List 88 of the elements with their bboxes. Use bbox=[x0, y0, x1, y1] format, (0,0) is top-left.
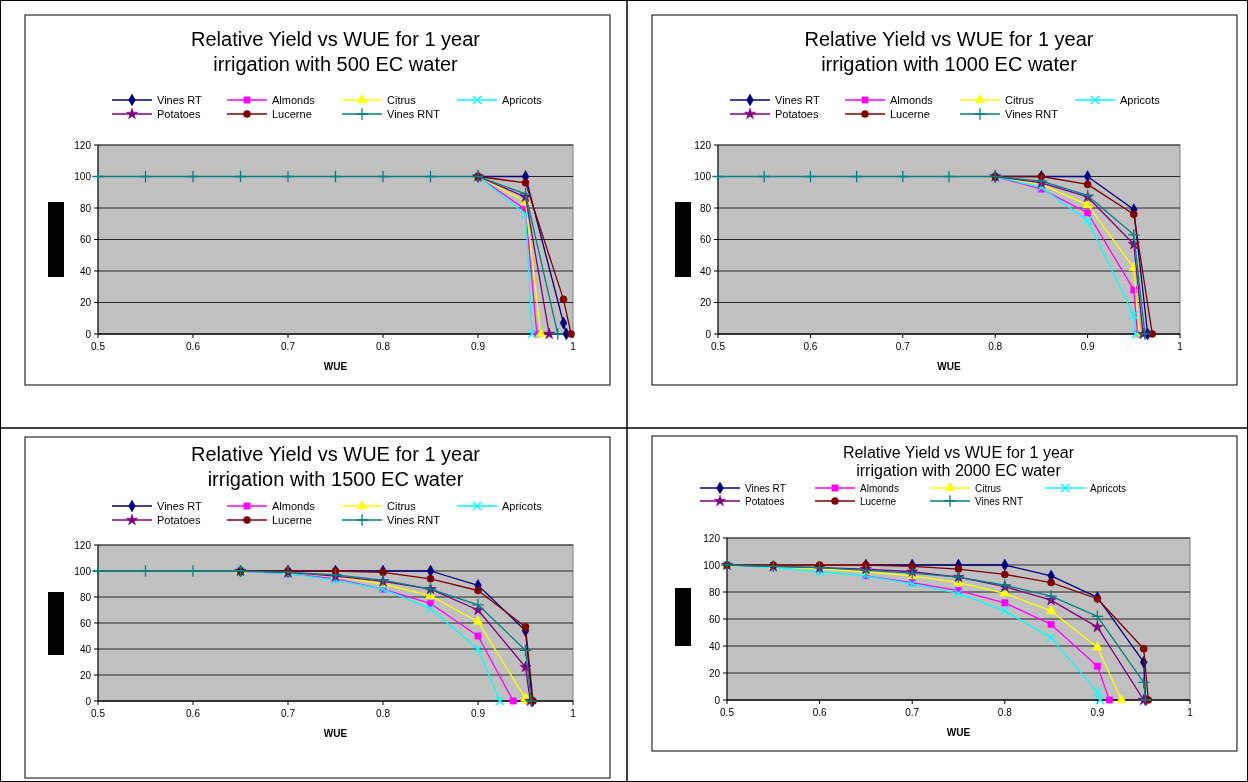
legend-label: Citrus bbox=[975, 483, 1002, 494]
legend-label: Vines RT bbox=[775, 94, 821, 106]
legend-label: Vines RNT bbox=[1005, 108, 1059, 120]
y-tick-label: 20 bbox=[708, 667, 721, 679]
y-tick-label: 120 bbox=[694, 139, 712, 151]
y-tick-label: 0 bbox=[85, 695, 92, 707]
x-tick-label: 1 bbox=[1177, 341, 1184, 352]
legend-label: Citrus bbox=[387, 94, 417, 106]
x-tick-label: 0.5 bbox=[91, 341, 106, 352]
y-tick-label: 0 bbox=[85, 328, 92, 340]
x-tick-label: 1 bbox=[1187, 707, 1194, 718]
x-axis-title: WUE bbox=[937, 361, 961, 372]
x-tick-label: 1 bbox=[570, 341, 577, 352]
y-tick-label: 20 bbox=[699, 297, 712, 308]
legend-label: Almonds bbox=[272, 94, 316, 106]
y-tick-label: 0 bbox=[705, 328, 712, 340]
x-axis-title: WUE bbox=[946, 727, 971, 738]
x-tick-label: 0.7 bbox=[905, 707, 920, 718]
y-tick-label: 60 bbox=[79, 617, 92, 629]
x-tick-label: 0.8 bbox=[376, 708, 391, 719]
y-tick-label: 60 bbox=[699, 234, 712, 245]
y-tick-label: 100 bbox=[703, 559, 721, 571]
x-tick-label: 0.6 bbox=[186, 341, 201, 352]
y-tick-label: 0 bbox=[714, 694, 721, 706]
legend-label: Lucerne bbox=[272, 108, 312, 120]
y-tick-label: 20 bbox=[79, 669, 92, 681]
y-tick-label: 20 bbox=[79, 297, 92, 308]
x-tick-label: 0.8 bbox=[997, 707, 1013, 718]
legend-label: Citrus bbox=[387, 500, 417, 512]
x-tick-label: 0.7 bbox=[281, 341, 296, 352]
y-tick-label: 120 bbox=[74, 139, 92, 151]
x-tick-label: 0.7 bbox=[281, 708, 296, 719]
x-tick-label: 0.5 bbox=[720, 707, 735, 718]
y-tick-label: 60 bbox=[708, 613, 721, 625]
x-tick-label: 0.6 bbox=[812, 707, 827, 718]
legend-label: Almonds bbox=[272, 500, 316, 512]
legend-label: Apricots bbox=[502, 500, 543, 512]
y-tick-label: 120 bbox=[74, 539, 92, 551]
x-tick-label: 1 bbox=[570, 708, 577, 719]
x-tick-label: 0.8 bbox=[376, 341, 391, 352]
legend-label: Potatoes bbox=[157, 514, 201, 526]
legend-label: Lucerne bbox=[890, 108, 930, 120]
legend-label: Potatoes bbox=[775, 108, 819, 120]
legend-label: Lucerne bbox=[860, 496, 897, 507]
x-tick-label: 0.5 bbox=[91, 708, 106, 719]
legend-label: Apricots bbox=[502, 94, 543, 106]
y-tick-label: 100 bbox=[74, 171, 92, 182]
x-tick-label: 0.9 bbox=[471, 341, 486, 352]
y-tick-label: 120 bbox=[703, 532, 721, 544]
y-tick-label: 80 bbox=[79, 202, 92, 214]
y-tick-label: 80 bbox=[699, 202, 712, 214]
x-tick-label: 0.8 bbox=[988, 341, 1003, 352]
legend-label: Vines RT bbox=[157, 94, 203, 106]
y-tick-label: 80 bbox=[79, 591, 92, 603]
x-axis-title: WUE bbox=[323, 361, 348, 372]
chart-title: Relative Yield vs WUE for 1 year irrigation with 2000 EC water bbox=[842, 444, 1075, 479]
x-axis-title: WUE bbox=[323, 728, 348, 739]
y-tick-label: 80 bbox=[708, 586, 721, 598]
legend-label: Vines RNT bbox=[975, 496, 1024, 507]
y-tick-label: 40 bbox=[79, 643, 92, 655]
x-tick-label: 0.7 bbox=[895, 341, 911, 352]
legend-label: Apricots bbox=[1090, 483, 1127, 494]
legend-label: Almonds bbox=[860, 483, 899, 494]
x-tick-label: 0.9 bbox=[471, 708, 486, 719]
legend-label: Potatoes bbox=[157, 108, 201, 120]
legend-label: Vines RNT bbox=[387, 108, 441, 120]
y-tick-label: 60 bbox=[79, 234, 92, 245]
y-tick-label: 40 bbox=[79, 265, 92, 277]
y-tick-label: 40 bbox=[708, 640, 721, 652]
legend-label: Almonds bbox=[890, 94, 934, 106]
y-tick-label: 100 bbox=[74, 565, 92, 577]
y-tick-label: 40 bbox=[699, 265, 712, 277]
legend-label: Apricots bbox=[1120, 94, 1161, 106]
x-tick-label: 0.6 bbox=[803, 341, 818, 352]
chart-title: Relative Yield vs WUE for 1 year irrigation with 1500 EC water bbox=[191, 443, 481, 490]
y-tick-label: 100 bbox=[694, 171, 712, 182]
legend-label: Potatoes bbox=[745, 496, 785, 507]
x-tick-label: 0.9 bbox=[1090, 707, 1105, 718]
x-tick-label: 0.6 bbox=[186, 708, 201, 719]
legend-label: Lucerne bbox=[272, 514, 312, 526]
chart-title: Relative Yield vs WUE for 1 year irrigation with 500 EC water bbox=[191, 28, 481, 75]
x-tick-label: 0.9 bbox=[1080, 341, 1095, 352]
legend-label: Vines RT bbox=[745, 483, 786, 494]
x-tick-label: 0.5 bbox=[711, 341, 726, 352]
legend-label: Vines RT bbox=[157, 500, 203, 512]
legend-label: Vines RNT bbox=[387, 514, 441, 526]
legend-label: Citrus bbox=[1005, 94, 1035, 106]
chart-title: Relative Yield vs WUE for 1 year irrigation with 1000 EC water bbox=[804, 28, 1094, 75]
